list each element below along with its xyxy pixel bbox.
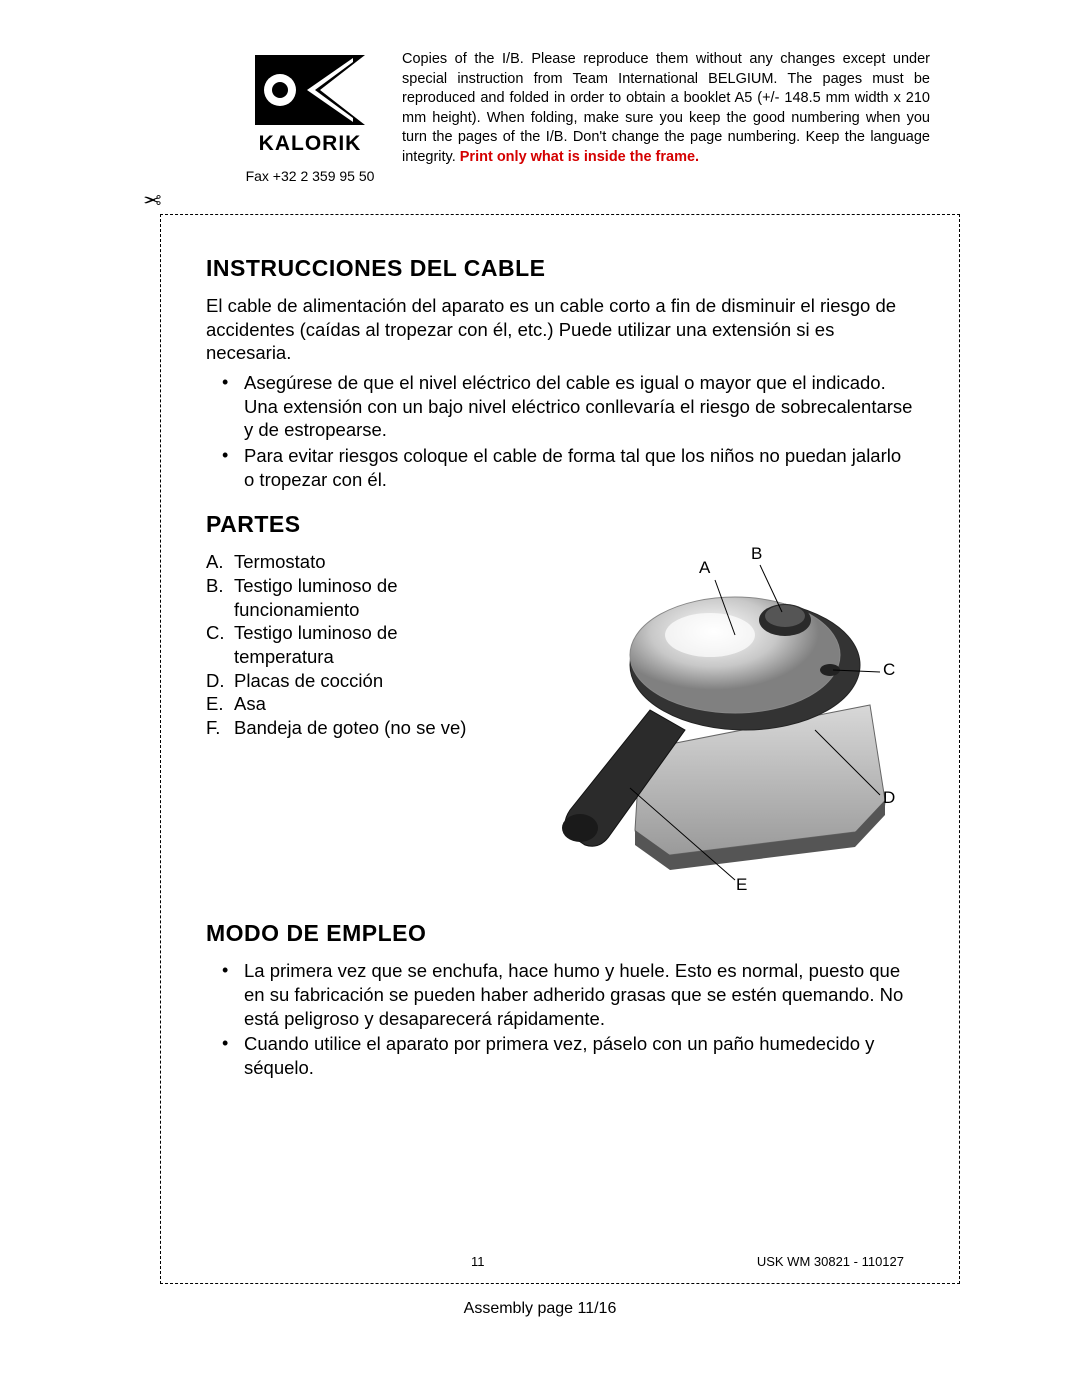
diagram-label-c: C bbox=[883, 660, 895, 680]
section-title-modo: MODO DE EMPLEO bbox=[206, 920, 914, 947]
content-frame: INSTRUCCIONES DEL CABLE El cable de alim… bbox=[160, 214, 960, 1284]
parts-row: A.Termostato B.Testigo luminoso de funci… bbox=[206, 550, 914, 900]
part-d: D.Placas de cocción bbox=[206, 669, 496, 693]
page-header: KALORIK Fax +32 2 359 95 50 Copies of th… bbox=[130, 50, 950, 184]
section-title-partes: PARTES bbox=[206, 511, 914, 538]
fax-number: Fax +32 2 359 95 50 bbox=[246, 168, 375, 184]
product-diagram: A B C D E bbox=[506, 550, 914, 900]
page-number: 11 bbox=[471, 1254, 485, 1269]
part-c: C.Testigo luminoso de temperatura bbox=[206, 621, 496, 668]
diagram-label-b: B bbox=[751, 544, 762, 564]
diagram-label-e: E bbox=[736, 875, 747, 895]
modo-bullet-1: La primera vez que se enchufa, hace humo… bbox=[244, 959, 914, 1030]
notice-text: Copies of the I/B. Please reproduce them… bbox=[402, 51, 930, 165]
reproduction-notice: Copies of the I/B. Please reproduce them… bbox=[402, 50, 930, 167]
doc-reference: USK WM 30821 - 110127 bbox=[757, 1254, 904, 1269]
part-f: F.Bandeja de goteo (no se ve) bbox=[206, 716, 496, 740]
diagram-label-d: D bbox=[883, 788, 895, 808]
notice-text-red: Print only what is inside the frame. bbox=[460, 149, 699, 165]
part-b: B.Testigo luminoso de funcionamiento bbox=[206, 574, 496, 621]
diagram-label-a: A bbox=[699, 558, 710, 578]
modo-bullet-2: Cuando utilice el aparato por primera ve… bbox=[244, 1032, 914, 1079]
section-title-cable: INSTRUCCIONES DEL CABLE bbox=[206, 255, 914, 282]
scissors-icon: ✂ bbox=[143, 188, 161, 214]
frame-footer: 11 USK WM 30821 - 110127 bbox=[161, 1254, 959, 1269]
cable-bullet-1: Asegúrese de que el nivel eléctrico del … bbox=[244, 371, 914, 442]
brand-logo: KALORIK bbox=[245, 50, 375, 160]
part-e: E.Asa bbox=[206, 692, 496, 716]
parts-list: A.Termostato B.Testigo luminoso de funci… bbox=[206, 550, 496, 739]
modo-bullets: La primera vez que se enchufa, hace humo… bbox=[206, 959, 914, 1079]
cable-paragraph: El cable de alimentación del aparato es … bbox=[206, 294, 914, 365]
cable-bullets: Asegúrese de que el nivel eléctrico del … bbox=[206, 371, 914, 491]
logo-column: KALORIK Fax +32 2 359 95 50 bbox=[240, 50, 380, 184]
cable-bullet-2: Para evitar riesgos coloque el cable de … bbox=[244, 444, 914, 491]
assembly-page-label: Assembly page 11/16 bbox=[130, 1300, 950, 1318]
svg-text:KALORIK: KALORIK bbox=[259, 132, 362, 155]
part-a: A.Termostato bbox=[206, 550, 496, 574]
